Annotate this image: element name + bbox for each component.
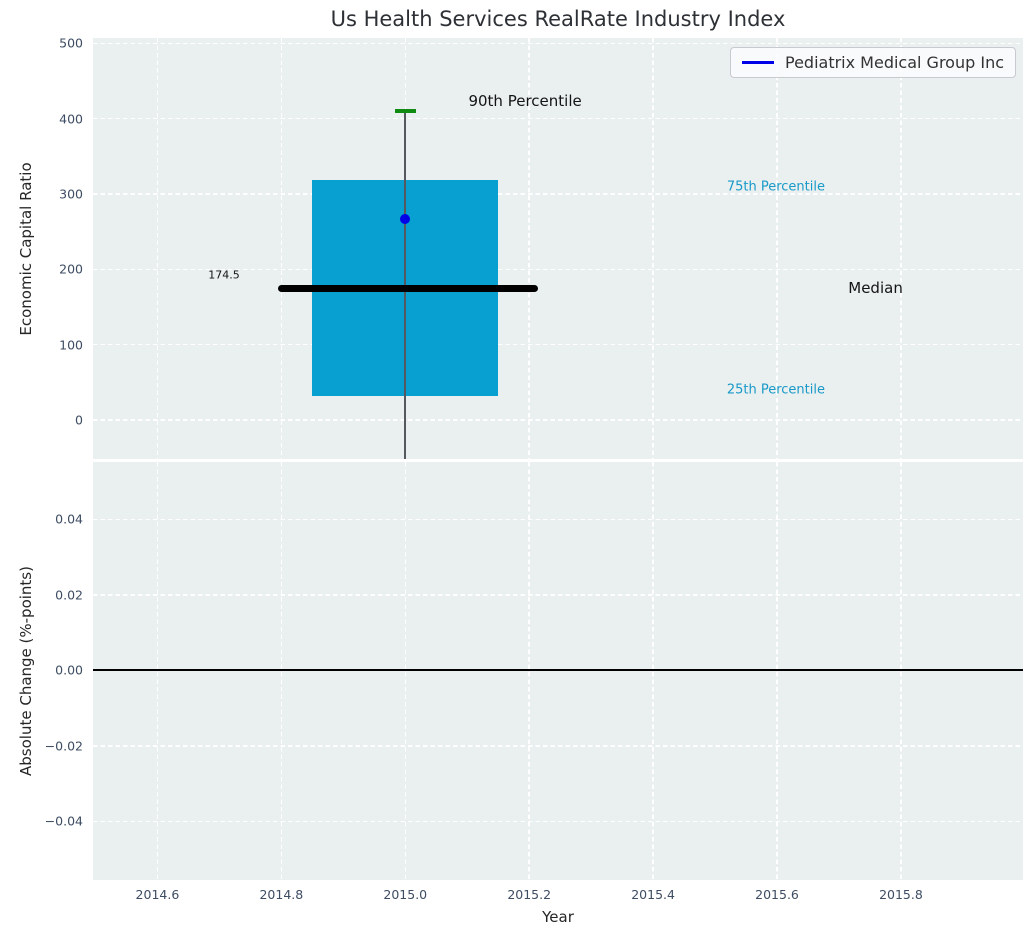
y-tick-label: 0.04 — [55, 511, 83, 527]
gridline-horizontal — [93, 268, 1023, 270]
zero-reference-line — [93, 669, 1023, 672]
legend: Pediatrix Medical Group Inc — [729, 47, 1016, 78]
legend-label: Pediatrix Medical Group Inc — [784, 53, 1004, 72]
x-tick-label: 2015.2 — [507, 887, 552, 902]
gridline-horizontal — [93, 117, 1023, 120]
y-tick-label: −0.04 — [44, 813, 83, 829]
gridline-horizontal — [93, 745, 1023, 747]
y-tick-label: 0.02 — [55, 587, 83, 603]
gridline-horizontal — [93, 193, 1023, 195]
gridline-vertical — [652, 38, 654, 459]
y-tick-label: 0.00 — [55, 662, 83, 678]
y-tick-label: 0 — [75, 412, 83, 428]
gridline-vertical — [156, 38, 159, 459]
gridline-vertical — [776, 38, 778, 459]
gridline-horizontal — [93, 820, 1023, 823]
top-plot-area: 90th Percentile 75th Percentile Median 2… — [93, 38, 1023, 459]
x-tick-label: 2015.8 — [879, 887, 923, 902]
annotation-90th-percentile: 90th Percentile — [468, 91, 582, 110]
company-data-point — [400, 213, 411, 224]
y-tick-label: 500 — [59, 35, 83, 51]
boxplot-90th-cap — [394, 109, 416, 113]
bottom-plot-area — [93, 462, 1023, 880]
gridline-horizontal — [93, 594, 1023, 596]
y-tick-label: 100 — [59, 337, 83, 353]
x-tick-label: 2015.4 — [631, 887, 675, 902]
x-tick-label: 2015.0 — [383, 887, 428, 902]
y-tick-label: 400 — [59, 111, 83, 127]
y-tick-label: −0.02 — [44, 738, 83, 754]
y-tick-label: 300 — [59, 186, 83, 202]
gridline-vertical — [280, 38, 283, 459]
gridline-horizontal — [93, 42, 1023, 44]
x-axis-label: Year — [542, 908, 574, 926]
gridline-horizontal — [93, 343, 1023, 346]
gridline-horizontal — [93, 419, 1023, 421]
gridline-vertical — [900, 38, 902, 459]
annotation-median-value: 174.5 — [208, 268, 240, 282]
annotation-median: Median — [848, 279, 903, 298]
x-tick-label: 2014.6 — [135, 887, 180, 902]
x-tick-label: 2014.8 — [259, 887, 304, 902]
gridline-horizontal — [93, 518, 1023, 521]
boxplot-median-line — [278, 284, 539, 292]
annotation-75th-percentile: 75th Percentile — [726, 179, 825, 195]
chart-title: Us Health Services RealRate Industry Ind… — [330, 7, 786, 31]
legend-line-sample — [741, 61, 774, 64]
y-tick-label: 200 — [59, 261, 83, 277]
gridline-vertical — [528, 38, 530, 459]
annotation-25th-percentile: 25th Percentile — [726, 382, 825, 398]
x-tick-label: 2015.6 — [755, 887, 799, 902]
